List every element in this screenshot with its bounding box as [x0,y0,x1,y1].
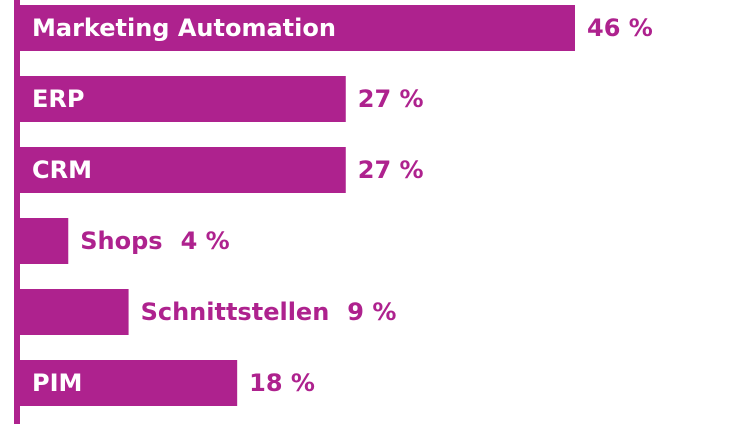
category-label: PIM [32,369,82,397]
category-label: CRM [32,156,92,184]
axis-line [14,0,20,424]
category-label: Schnittstellen [141,298,330,326]
bar [20,147,346,193]
value-label: 27 % [358,85,424,113]
category-label: Marketing Automation [32,14,336,42]
value-label: 18 % [249,369,315,397]
value-label: 46 % [587,14,653,42]
value-label: 4 % [181,227,230,255]
value-label: 27 % [358,156,424,184]
value-label: 9 % [347,298,396,326]
bar [20,5,575,51]
bar [20,76,346,122]
bar [20,289,129,335]
bar [20,360,238,406]
category-label: ERP [32,85,84,113]
category-label: Shops [80,227,162,255]
bar [20,218,69,264]
